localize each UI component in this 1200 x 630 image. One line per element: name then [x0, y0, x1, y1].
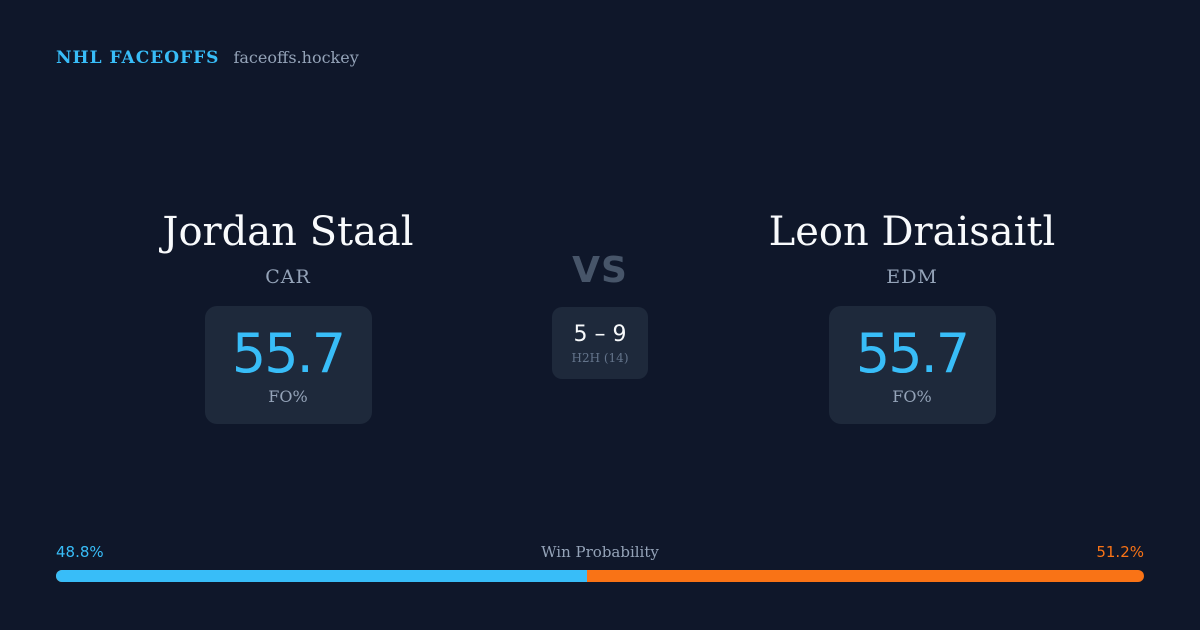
h2h-label: H2H (14)	[571, 350, 629, 365]
player-right-stat-card: 55.7 FO%	[828, 306, 996, 424]
win-probability-bar	[56, 570, 1144, 582]
player-right-name: Leon Draisaitl	[768, 209, 1056, 255]
player-left: Jordan Staal CAR 55.7 FO%	[68, 206, 508, 424]
h2h-score: 5 – 9	[573, 321, 627, 347]
win-probability-left-fill	[56, 570, 587, 582]
win-probability-left-label: 48.8%	[56, 543, 104, 561]
brand-header: NHL FACEOFFS faceoffs.hockey	[56, 48, 359, 68]
player-left-name: Jordan Staal	[162, 209, 414, 255]
player-right-fo-value: 55.7	[855, 321, 970, 385]
win-probability-right-label: 51.2%	[1096, 543, 1144, 561]
player-left-fo-label: FO%	[268, 386, 308, 406]
player-right-team: EDM	[886, 266, 938, 288]
brand-name: NHL FACEOFFS	[56, 48, 220, 68]
player-right: Leon Draisaitl EDM 55.7 FO%	[692, 206, 1132, 424]
player-right-fo-label: FO%	[892, 386, 932, 406]
win-probability-labels: 48.8% Win Probability 51.2%	[56, 543, 1144, 561]
h2h-card: 5 – 9 H2H (14)	[552, 307, 648, 379]
versus-label: VS	[572, 250, 628, 291]
win-probability-title: Win Probability	[541, 543, 659, 561]
player-left-fo-value: 55.7	[231, 321, 346, 385]
player-left-team: CAR	[265, 266, 311, 288]
player-left-stat-card: 55.7 FO%	[204, 306, 372, 424]
brand-site: faceoffs.hockey	[233, 48, 359, 67]
